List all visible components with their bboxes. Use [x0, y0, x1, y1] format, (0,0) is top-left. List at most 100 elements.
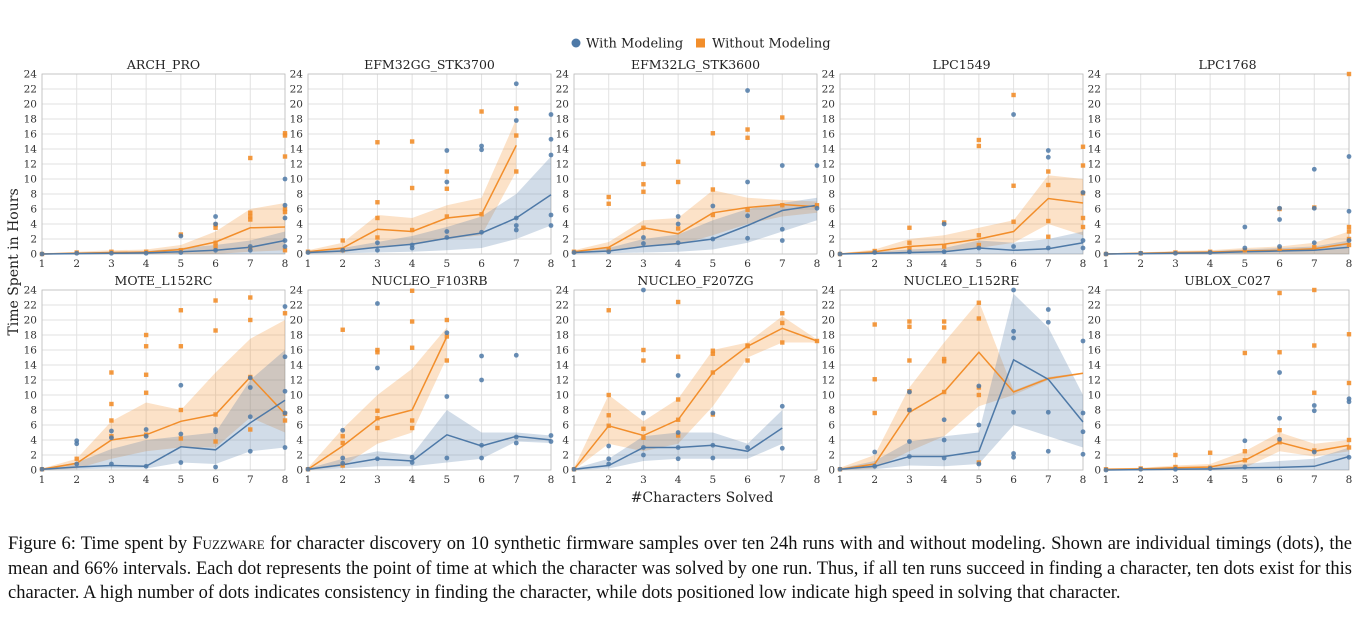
legend-marker-with-modeling [571, 38, 581, 48]
y-tick-label: 24 [556, 69, 570, 81]
x-tick-label: 8 [1080, 258, 1087, 270]
run-dot-with-modeling [1011, 112, 1016, 117]
y-tick-label: 6 [296, 420, 303, 432]
run-dot-without-modeling [409, 418, 415, 423]
run-dot-without-modeling [606, 201, 611, 206]
x-tick-label: 4 [675, 474, 682, 486]
run-dot-with-modeling [1346, 399, 1352, 405]
y-tick-label: 8 [1094, 189, 1101, 201]
run-dot-with-modeling [606, 461, 612, 467]
x-tick-label: 8 [548, 474, 555, 486]
run-dot-with-modeling [641, 445, 646, 450]
run-dot-without-modeling [375, 235, 380, 240]
run-dot-without-modeling [282, 133, 288, 138]
run-dot-without-modeling [641, 189, 646, 194]
run-dot-with-modeling [1011, 328, 1016, 334]
x-tick-label: 5 [710, 474, 717, 486]
run-dot-with-modeling [941, 249, 947, 255]
y-tick-label: 18 [556, 114, 569, 126]
panel-frame [573, 289, 818, 471]
run-dot-without-modeling [409, 288, 415, 293]
run-dot-without-modeling [1046, 218, 1051, 224]
run-dot-without-modeling [409, 139, 415, 144]
legend-label-without-modeling: Without Modeling [712, 37, 831, 52]
x-tick-label: 3 [108, 258, 115, 270]
run-dot-with-modeling [1045, 448, 1051, 454]
interval-band-without-modeling [574, 316, 817, 470]
y-tick-label: 8 [562, 405, 569, 417]
y-tick-label: 4 [828, 435, 835, 447]
panel-title: EFM32GG_STK3700 [364, 57, 495, 72]
y-tick-label: 18 [1088, 330, 1101, 342]
y-tick-label: 8 [1094, 405, 1101, 417]
x-tick-label: 1 [305, 474, 312, 486]
run-dot-with-modeling [1311, 403, 1317, 408]
run-dot-with-modeling [375, 301, 380, 306]
panel-title: UBLOX_C027 [1184, 273, 1271, 288]
run-dot-with-modeling [837, 251, 843, 257]
run-dot-with-modeling [109, 250, 114, 256]
x-tick-label: 3 [1172, 258, 1179, 270]
y-tick-label: 10 [822, 390, 835, 402]
run-dot-with-modeling [282, 445, 288, 450]
y-tick-label: 14 [24, 144, 38, 156]
x-tick-label: 6 [478, 474, 485, 486]
run-dot-with-modeling [375, 240, 380, 246]
run-dot-without-modeling [1346, 224, 1352, 230]
x-tick-label: 5 [976, 258, 983, 270]
run-dot-without-modeling [675, 179, 681, 185]
y-tick-label: 8 [30, 405, 37, 417]
y-tick-label: 14 [556, 144, 570, 156]
y-tick-label: 0 [30, 465, 37, 477]
run-dot-without-modeling [675, 159, 681, 164]
run-dot-with-modeling [548, 136, 554, 142]
run-dot-with-modeling [675, 456, 681, 462]
panel-title: LPC1768 [1198, 57, 1256, 72]
run-dot-with-modeling [39, 251, 45, 257]
run-dot-without-modeling [213, 439, 218, 444]
run-dot-with-modeling [1080, 451, 1086, 457]
run-dot-without-modeling [675, 226, 681, 231]
run-dot-without-modeling [941, 244, 947, 249]
y-tick-label: 8 [828, 189, 835, 201]
run-dot-without-modeling [1080, 163, 1086, 168]
y-tick-label: 10 [24, 174, 37, 186]
run-dot-without-modeling [606, 308, 611, 313]
run-dot-without-modeling [606, 423, 611, 428]
x-tick-label: 2 [339, 474, 346, 486]
run-dot-with-modeling [375, 456, 380, 462]
run-dot-with-modeling [1277, 217, 1282, 222]
run-dot-with-modeling [479, 455, 484, 461]
run-dot-with-modeling [548, 439, 554, 444]
panel-frame [41, 73, 286, 255]
run-dot-with-modeling [1011, 409, 1016, 415]
run-dot-with-modeling [513, 227, 519, 233]
run-dot-with-modeling [1207, 250, 1213, 255]
y-axis-label: Time Spent in Hours [6, 188, 22, 335]
run-dot-without-modeling [976, 242, 982, 248]
x-tick-label: 6 [744, 474, 751, 486]
run-dot-with-modeling [976, 245, 982, 251]
y-tick-label: 22 [24, 300, 37, 312]
run-dot-without-modeling [872, 322, 877, 327]
y-tick-label: 6 [828, 204, 835, 216]
y-tick-label: 14 [1088, 144, 1102, 156]
run-dot-with-modeling [213, 214, 218, 219]
x-tick-label: 7 [1311, 474, 1318, 486]
run-dot-with-modeling [282, 410, 288, 416]
run-dot-without-modeling [375, 350, 380, 355]
run-dot-with-modeling [1311, 449, 1317, 455]
y-tick-label: 2 [30, 450, 37, 462]
mean-line-without-modeling [1105, 441, 1350, 471]
run-dot-without-modeling [907, 324, 912, 329]
run-dot-with-modeling [109, 435, 114, 441]
y-tick-label: 22 [1088, 300, 1101, 312]
x-tick-label: 1 [837, 474, 844, 486]
y-tick-label: 6 [562, 420, 569, 432]
run-dot-without-modeling [213, 328, 218, 333]
run-dot-with-modeling [282, 304, 288, 309]
run-dot-without-modeling [641, 435, 646, 440]
run-dot-without-modeling [340, 440, 345, 446]
mean-line-with-modeling [307, 433, 552, 471]
